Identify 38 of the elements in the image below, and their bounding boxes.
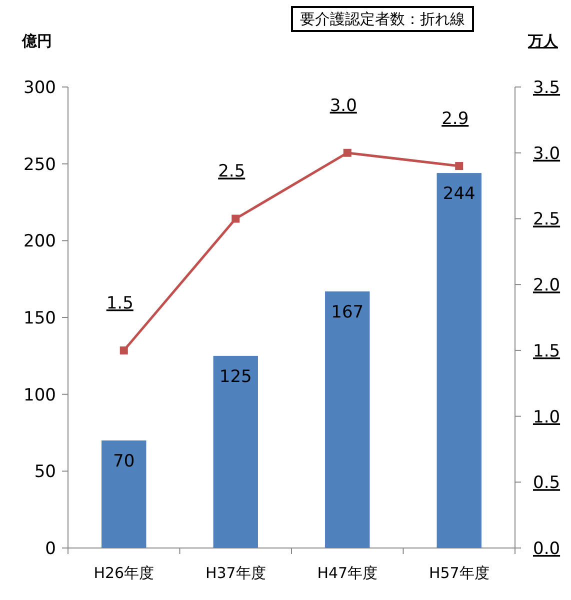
bar: [102, 440, 146, 548]
y2-tick-label: 2.5: [533, 210, 560, 230]
y-tick-label: 300: [24, 78, 56, 98]
x-tick-label: H26年度: [94, 564, 154, 582]
y-axis-title: 億円: [21, 32, 52, 50]
y-tick-label: 250: [24, 154, 56, 175]
data-label: 2.9: [442, 109, 469, 130]
data-label: 3.0: [330, 96, 357, 116]
y2-tick-label: 1.5: [533, 341, 560, 362]
bar: [325, 291, 370, 548]
point: [343, 148, 352, 157]
point: [120, 346, 128, 354]
y-tick-label: 150: [24, 308, 56, 328]
y-tick-label: 50: [34, 462, 56, 482]
y2-tick-label: 2.0: [533, 276, 560, 296]
y-tick-label: 200: [24, 232, 56, 252]
y2-tick-label: 1.0: [533, 407, 560, 428]
data-label: 1.5: [106, 293, 134, 314]
x-tick-label: H47年度: [317, 564, 378, 582]
y2-tick-label: 0.0: [533, 539, 560, 559]
data-label: 70: [113, 451, 135, 472]
point: [232, 214, 240, 223]
point: [455, 162, 464, 170]
data-label: 244: [442, 184, 476, 204]
y2-axis-title: 万人: [527, 32, 559, 50]
data-label: 125: [219, 366, 252, 387]
x-tick-label: H37年度: [205, 564, 266, 582]
y-tick-label: 100: [24, 385, 56, 406]
data-label: 167: [331, 302, 364, 322]
text: 要介護認定者数：折れ線: [300, 10, 465, 28]
x-tick-label: H57年度: [428, 564, 490, 582]
y2-tick-label: 0.5: [533, 473, 560, 494]
bar: [213, 356, 258, 548]
y2-tick-label: 3.0: [533, 144, 560, 164]
data-label: 2.5: [218, 162, 246, 182]
y-tick-label: 0: [45, 539, 56, 559]
bar: [436, 173, 482, 548]
y2-tick-label: 3.5: [533, 78, 560, 98]
